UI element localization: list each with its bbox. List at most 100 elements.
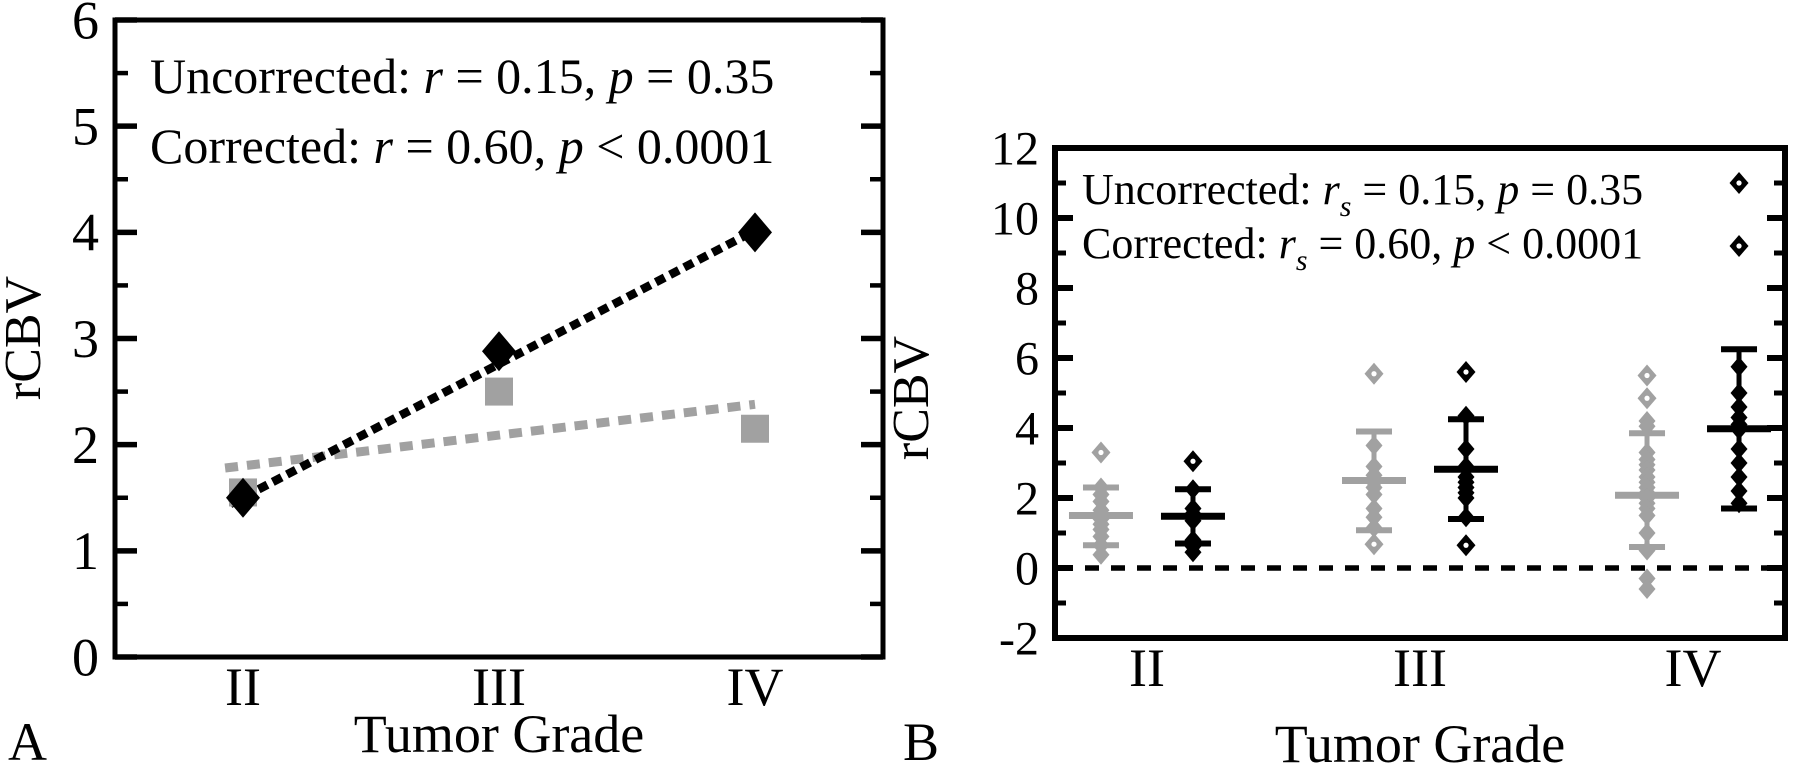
y-tick-label: 1 [72,521,99,581]
data-point-corrected-III [482,331,516,372]
y-tick-label: 6 [1015,332,1039,385]
legend-text-part: p [556,118,584,174]
y-tick-label: 2 [72,415,99,475]
y-tick-label: 4 [72,203,99,263]
data-point [1730,493,1748,514]
legend-text-part: s [1340,190,1352,223]
data-point [1457,439,1475,459]
legend-text-part: = 0.15, [443,48,609,104]
data-point [1730,397,1748,417]
scatter-group-corrected-III [1434,361,1498,557]
legend-text-part: < 0.0001 [584,118,775,174]
data-point [1730,356,1748,377]
data-point [1730,481,1748,501]
data-point [1730,453,1748,473]
panel-a-yaxis-title: rCBV [0,276,52,400]
data-point-open-center [1190,458,1196,464]
x-category-label-III: III [472,657,526,717]
data-point [1457,488,1475,508]
data-point-open-center [1098,449,1104,456]
data-point-corrected-II [226,477,260,518]
legend-text-part: p [606,48,634,104]
data-point-open-center [1736,243,1742,249]
panel-a-xaxis-title: Tumor Grade [354,704,645,764]
x-category-label-IV: IV [1665,638,1722,698]
panel-b-yaxis-title: rCBV [883,336,940,460]
data-point-open-center [1644,395,1650,401]
legend-text-part: p [1450,219,1475,268]
data-point [1730,439,1748,459]
y-tick-label: 8 [1015,262,1039,315]
legend-text-part: < 0.0001 [1475,219,1643,268]
data-point [1638,416,1656,437]
legend-text-part: Uncorrected: [1082,165,1323,214]
data-point [1730,383,1748,403]
legend-text-part: r [1279,219,1297,268]
data-point [1730,467,1748,487]
data-point [1457,507,1475,528]
legend-text-part: s [1296,244,1308,277]
trendline-uncorrected [224,399,756,473]
legend-corrected-b: Corrected: rs = 0.60, p < 0.0001 [1082,219,1643,277]
y-tick-label: 2 [1015,472,1039,525]
data-point-open-center [1463,542,1469,548]
data-point [1638,523,1656,543]
legend-text-part: = 0.35 [634,48,775,104]
legend-text-part: Corrected: [1082,219,1279,268]
trendline-corrected [228,225,760,508]
legend-uncorrected-a: Uncorrected: r = 0.15, p = 0.35 [150,48,774,104]
y-tick-label: 6 [72,0,99,50]
y-tick-label: 10 [991,192,1039,245]
y-tick-label: 0 [1015,542,1039,595]
legend-text-part: r [1323,165,1341,214]
x-category-label-II: II [225,657,261,717]
scatter-group-uncorrected-III [1342,362,1406,556]
data-point [1092,544,1110,565]
scatter-group-corrected-II [1160,450,1225,563]
data-point-open-center [1463,369,1469,375]
y-tick-label: 4 [1015,402,1039,455]
x-category-label-IV: IV [727,657,784,717]
panel-b-xaxis-title: Tumor Grade [1275,714,1566,769]
legend-text-part: Corrected: [150,118,374,174]
scatter-group-uncorrected-IV [1615,364,1680,599]
scatter-group-uncorrected-II [1068,441,1133,565]
data-point [1365,484,1383,505]
data-point [1365,507,1383,528]
data-point-open-center [1371,541,1377,547]
data-point [1638,579,1656,599]
data-point-open-center [1736,180,1742,186]
panel-a-letter: A [8,712,47,769]
legend-uncorrected-b: Uncorrected: rs = 0.15, p = 0.35 [1082,165,1643,223]
legend-text-part: = 0.60, [1307,219,1453,268]
data-point-open-center [1644,372,1650,379]
scatter-group-corrected-IV [1707,172,1772,514]
data-point [1457,405,1475,426]
data-point-uncorrected-III [485,377,513,406]
data-point [1638,540,1656,561]
y-tick-label: 0 [72,627,99,687]
legend-text-part: p [1494,165,1519,214]
panel-b-letter: B [903,712,939,769]
y-tick-label: 5 [72,97,99,157]
legend-text-part: Uncorrected: [150,48,423,104]
data-point [1184,479,1202,500]
legend-text-part: r [374,118,394,174]
data-point-uncorrected-IV [741,414,769,443]
data-point-open-center [1371,371,1377,377]
data-point [1365,517,1383,538]
legend-text-part: = 0.15, [1351,165,1497,214]
x-category-label-II: II [1129,638,1165,698]
y-tick-label: 12 [991,122,1039,175]
data-point [1638,505,1656,526]
data-point [1365,435,1383,456]
legend-corrected-a: Corrected: r = 0.60, p < 0.0001 [150,118,774,174]
legend-text-part: = 0.35 [1519,165,1643,214]
legend-text-part: = 0.60, [393,118,559,174]
x-category-label-III: III [1393,638,1447,698]
data-point-corrected-IV [738,212,772,253]
